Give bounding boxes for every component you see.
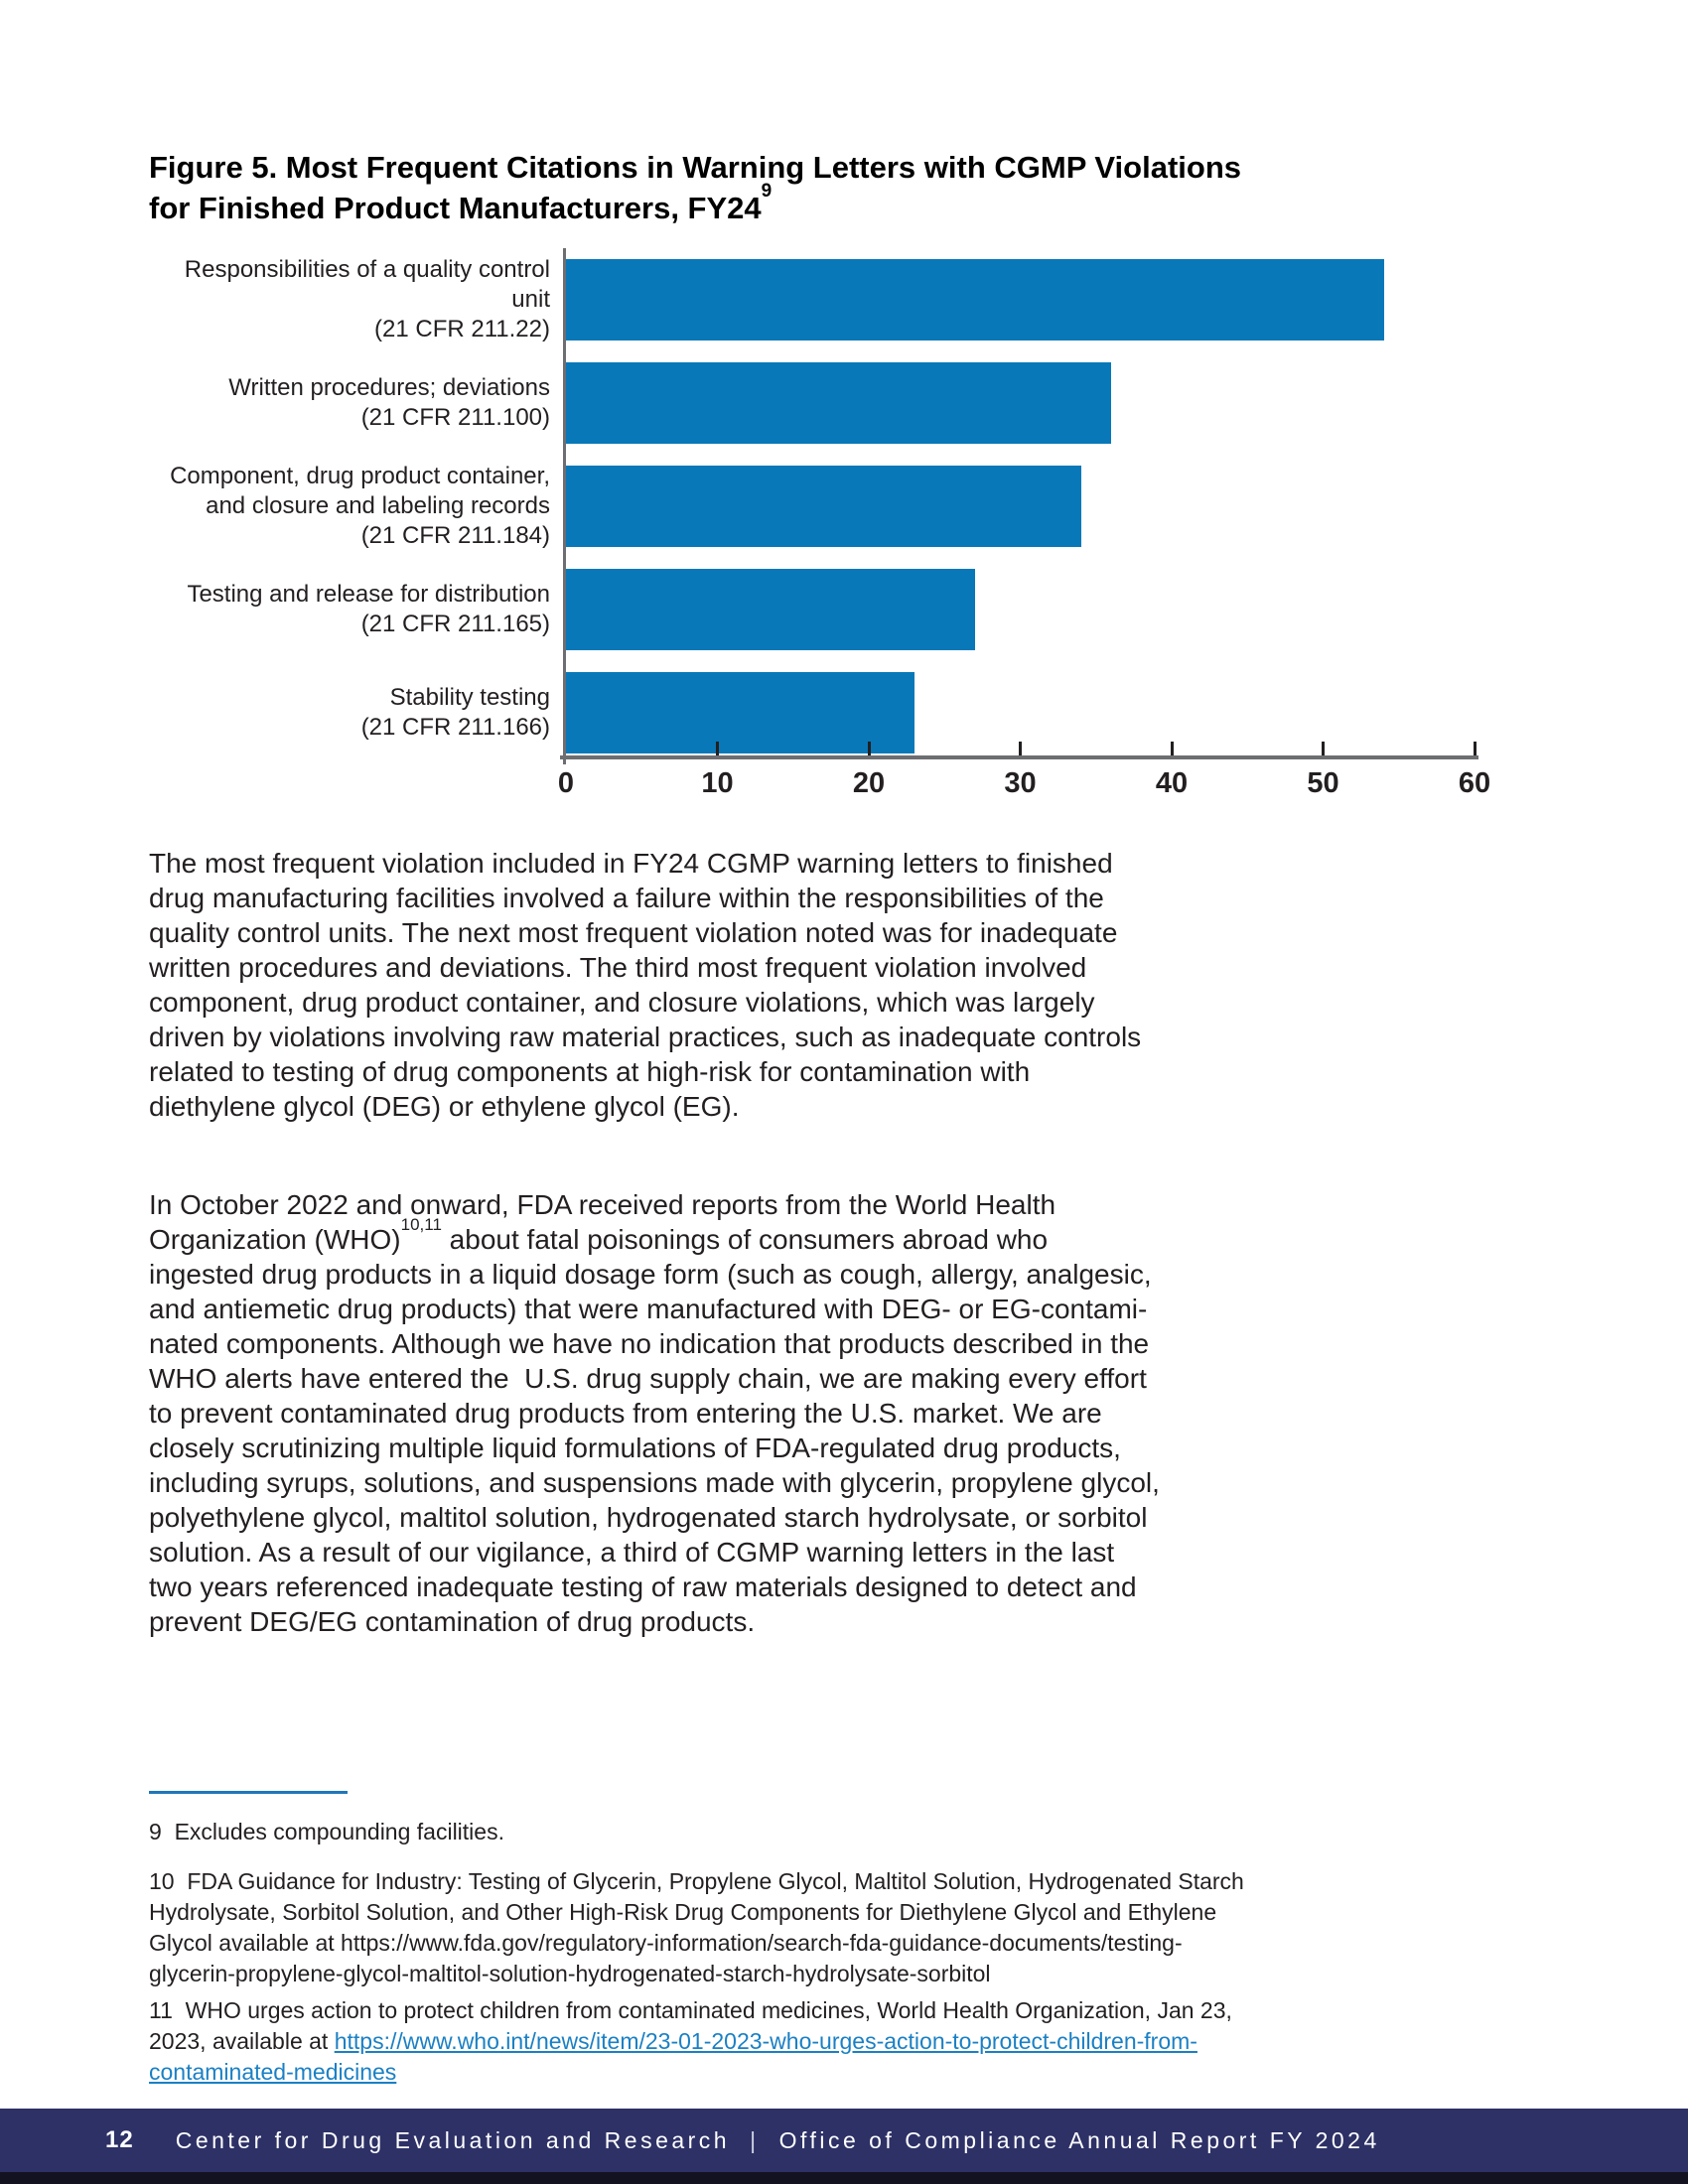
text-line: including syrups, solutions, and suspens… [149, 1467, 1160, 1498]
x-axis-tick-label: 10 [701, 767, 734, 799]
chart-x-axis-line [560, 755, 1478, 759]
category-label: Component, drug product container, and cl… [149, 462, 550, 551]
x-axis-tick-label: 20 [852, 767, 886, 799]
category-label-line: Stability testing [389, 684, 550, 711]
category-label-line: and closure and labeling records [206, 492, 550, 519]
text-line: 9 Excludes compounding facilities. [149, 1819, 504, 1844]
category-label: Stability testing (21 CFR 211.166) [149, 683, 550, 743]
footer-separator: | [750, 2126, 760, 2153]
text-line: glycerin-propylene-glycol-maltitol-solut… [149, 1961, 991, 1986]
text-line: driven by violations involving raw mater… [149, 1022, 1142, 1052]
text-line: Figure 5. Most Frequent Citations in War… [149, 150, 1242, 185]
text-line: related to testing of drug components at… [149, 1056, 1031, 1087]
category-label: Responsibilities of a quality control un… [149, 255, 550, 344]
text-line: Organization (WHO)10,11 about fatal pois… [149, 1214, 1049, 1255]
category-label-line: Component, drug product container, [170, 463, 550, 489]
text-line: two years referenced inadequate testing … [149, 1571, 1137, 1602]
text-line: diethylene glycol (DEG) or ethylene glyc… [149, 1091, 740, 1122]
page-bottom-strip [0, 2172, 1688, 2184]
superscript-reference: 10,11 [400, 1214, 442, 1234]
text-line: 11 WHO urges action to protect children … [149, 1997, 1232, 2023]
x-axis-tick [867, 742, 871, 755]
text-line: The most frequent violation included in … [149, 848, 1113, 879]
x-axis-tick-label: 50 [1307, 767, 1339, 799]
category-label-line: (21 CFR 211.184) [360, 522, 550, 549]
hyperlink[interactable]: contaminated-medicines [149, 2059, 397, 2085]
footnote-11: 11 WHO urges action to protect children … [149, 1995, 1430, 2088]
footnote-9: 9 Excludes compounding facilities. [149, 1817, 1430, 1847]
x-axis-tick [1322, 742, 1325, 755]
hyperlink[interactable]: https://www.who.int/news/item/23-01-2023… [334, 2028, 1197, 2054]
category-label-line: Testing and release for distribution [187, 581, 550, 608]
category-label-line: (21 CFR 211.100) [360, 404, 550, 431]
category-label-line: Written procedures; deviations [228, 374, 550, 401]
footer-right-text: Office of Compliance Annual Report FY 20… [778, 2126, 1380, 2153]
text-line: Glycol available at https://www.fda.gov/… [149, 1930, 1183, 1956]
text-line: WHO alerts have entered the U.S. drug su… [149, 1363, 1147, 1394]
category-label-line: (21 CFR 211.165) [360, 611, 550, 637]
x-axis-tick [1170, 742, 1174, 755]
text-line: 2023, available at https://www.who.int/n… [149, 2028, 1197, 2054]
text-line: Hydrolysate, Sorbitol Solution, and Othe… [149, 1899, 1217, 1925]
text-line: closely scrutinizing multiple liquid for… [149, 1433, 1121, 1463]
x-axis-tick [1473, 742, 1477, 755]
bar-2 [566, 362, 1111, 444]
x-axis-tick [1019, 742, 1022, 755]
text-line: drug manufacturing facilities involved a… [149, 883, 1104, 913]
figure-title: Figure 5. Most Frequent Citations in War… [149, 147, 1390, 228]
text-line: quality control units. The next most fre… [149, 917, 1118, 948]
category-label-line: (21 CFR 211.166) [360, 714, 550, 741]
x-axis-tick-label: 60 [1458, 767, 1491, 799]
category-label: Testing and release for distribution (21 … [149, 580, 550, 639]
text-line: 10 FDA Guidance for Industry: Testing of… [149, 1868, 1244, 1894]
x-axis-tick-label: 30 [1004, 767, 1037, 799]
citations-bar-chart: Responsibilities of a quality control un… [149, 248, 1499, 819]
footnote-divider [149, 1791, 348, 1794]
page-number: 12 [105, 2126, 134, 2153]
text-line: In October 2022 and onward, FDA received… [149, 1189, 1056, 1220]
text-line: to prevent contaminated drug products fr… [149, 1398, 1102, 1429]
text-line: ingested drug products in a liquid dosag… [149, 1259, 1152, 1290]
text-line: written procedures and deviations. The t… [149, 952, 1087, 983]
body-paragraph-1: The most frequent violation included in … [149, 846, 1380, 1124]
chart-y-axis-line [563, 248, 566, 764]
bar-1 [566, 259, 1384, 341]
text-line: contaminated-medicines [149, 2057, 1430, 2088]
footer-left-text: Center for Drug Evaluation and Research [175, 2126, 731, 2153]
body-paragraph-2: In October 2022 and onward, FDA received… [149, 1187, 1380, 1639]
x-axis-tick [716, 742, 719, 755]
text-line: nated components. Although we have no in… [149, 1328, 1150, 1359]
bar-5 [566, 672, 914, 753]
category-label: Written procedures; deviations (21 CFR 21… [149, 373, 550, 433]
superscript-reference: 9 [761, 180, 773, 202]
category-label-line: (21 CFR 211.22) [374, 316, 550, 342]
bar-3 [566, 466, 1081, 547]
text-line: component, drug product container, and c… [149, 987, 1095, 1018]
footer-bar: 12 Center for Drug Evaluation and Resear… [0, 2109, 1688, 2172]
category-label-line: Responsibilities of a quality control un… [184, 256, 557, 313]
bar-4 [566, 569, 975, 650]
text-line: for Finished Product Manufacturers, FY24… [149, 180, 773, 225]
footer-text: Center for Drug Evaluation and Research |… [176, 2127, 1380, 2154]
text-line: polyethylene glycol, maltitol solution, … [149, 1502, 1148, 1533]
x-axis-tick-label: 0 [557, 767, 575, 799]
x-axis-tick-label: 40 [1155, 767, 1189, 799]
footnote-10: 10 FDA Guidance for Industry: Testing of… [149, 1866, 1430, 1989]
text-line: prevent DEG/EG contamination of drug pro… [149, 1606, 756, 1637]
text-line: solution. As a result of our vigilance, … [149, 1537, 1115, 1568]
text-line: and antiemetic drug products) that were … [149, 1294, 1148, 1324]
